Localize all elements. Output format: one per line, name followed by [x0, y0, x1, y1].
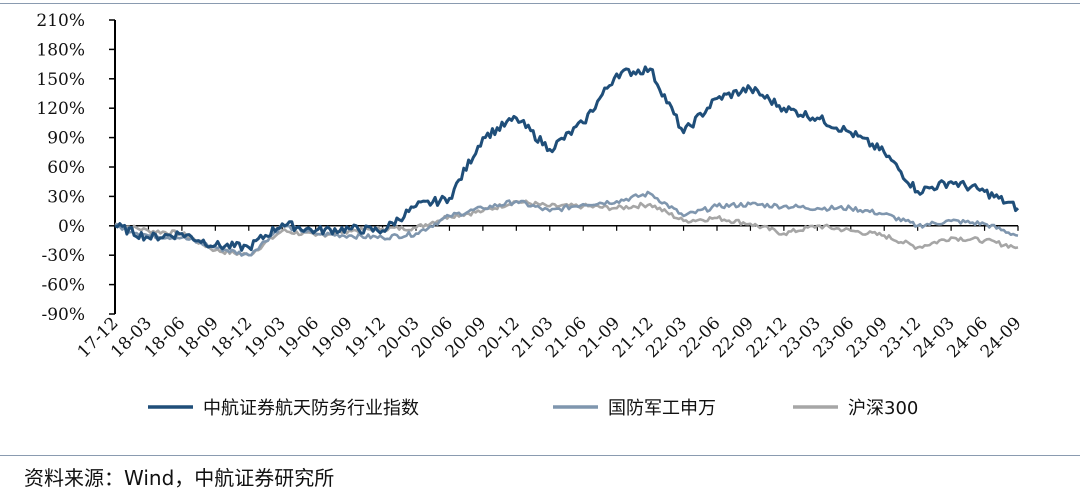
- legend-label: 中航证券航天防务行业指数: [203, 398, 419, 419]
- y-tick-label: -30%: [41, 246, 85, 266]
- y-tick-label: 0%: [58, 217, 85, 237]
- legend-label: 国防军工申万: [608, 398, 716, 419]
- y-tick-label: 180%: [36, 40, 85, 60]
- y-tick-label: -60%: [41, 276, 85, 296]
- line-chart: 210%180%150%120%90%60%30%0%-30%-60%-90%1…: [36, 11, 1025, 419]
- y-tick-label: -90%: [41, 305, 85, 325]
- series-line-0: [114, 65, 1020, 252]
- legend-label: 沪深300: [848, 398, 918, 419]
- y-tick-label: 90%: [47, 129, 85, 149]
- bottom-divider: [0, 455, 1080, 456]
- y-tick-label: 120%: [36, 99, 85, 119]
- source-note: 资料来源：Wind，中航证券研究所: [24, 466, 335, 490]
- top-divider: [0, 3, 1080, 4]
- y-tick-label: 30%: [47, 187, 85, 207]
- y-tick-label: 150%: [36, 70, 85, 90]
- series-line-1: [114, 190, 1019, 257]
- y-tick-label: 210%: [36, 11, 85, 31]
- y-tick-label: 60%: [47, 158, 85, 178]
